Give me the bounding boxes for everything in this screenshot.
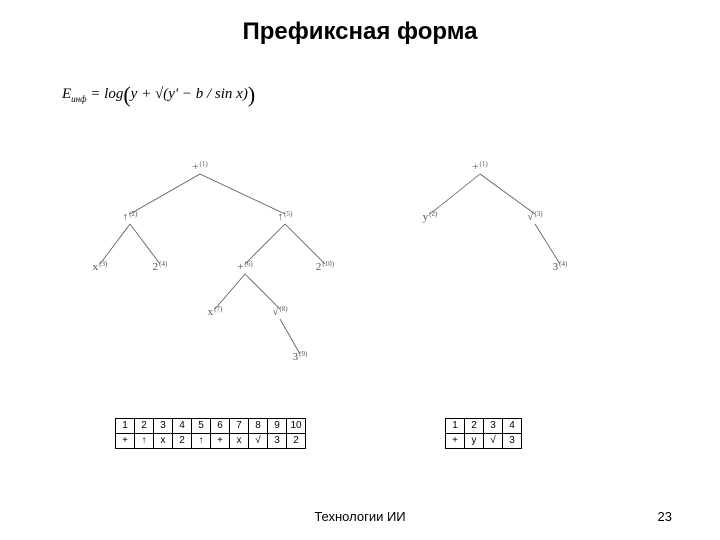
tree-node: +(1) [472, 160, 488, 173]
tree-edge [130, 174, 200, 214]
tree-svg: +(1) ↑(2) ↑(5) x(3) 2(4) +(6) 2(10) x(7) √(8) 3(9… [0, 150, 720, 400]
tree-edge [535, 224, 560, 264]
formula: Eинф = log(y + √(y' − b / sin x)) [62, 82, 255, 108]
table-header-cell: 5 [192, 419, 211, 434]
table-data-cell: + [116, 434, 135, 449]
table-data-cell: + [446, 434, 465, 449]
table-data-cell: 3 [268, 434, 287, 449]
table-header-cell: 7 [230, 419, 249, 434]
table-data-cell: 2 [287, 434, 306, 449]
tree-edge [200, 174, 285, 214]
tree-node: +(6) [237, 260, 253, 273]
table-data-cell: √ [249, 434, 268, 449]
page-number: 23 [658, 509, 672, 524]
formula-lhs: Eинф [62, 86, 87, 102]
formula-eq: = log [90, 86, 123, 102]
table-header-cell: 2 [135, 419, 154, 434]
tree-edge [285, 224, 325, 264]
tree-node: ↑(5) [278, 210, 293, 223]
formula-inner: y + √(y' − b / sin x) [131, 86, 248, 102]
table-header-cell: 3 [154, 419, 173, 434]
table-data-cell: 2 [173, 434, 192, 449]
table-header-cell: 10 [287, 419, 306, 434]
slide: Префиксная форма Eинф = log(y + √(y' − b… [0, 0, 720, 540]
table-data-cell: ↑ [135, 434, 154, 449]
slide-title: Префиксная форма [0, 18, 720, 46]
table-header-cell: 6 [211, 419, 230, 434]
table-data-cell: y [465, 434, 484, 449]
tree-edge [480, 174, 535, 214]
tree-edge [280, 319, 300, 354]
tree-node: 2(4) [153, 260, 168, 273]
tree-node: √(3) [527, 210, 543, 223]
table-data-cell: x [230, 434, 249, 449]
prefix-table-1: 12345678910+↑x2↑+x√32 [115, 418, 306, 449]
table-header-cell: 8 [249, 419, 268, 434]
tree-node: x(7) [208, 305, 223, 318]
tree-diagrams: +(1) ↑(2) ↑(5) x(3) 2(4) +(6) 2(10) x(7) √(8) 3(9… [0, 150, 720, 400]
tree-node: x(3) [93, 260, 108, 273]
table-data-cell: √ [484, 434, 503, 449]
tree-node: +(1) [192, 160, 208, 173]
tree-node: 2(10) [316, 260, 335, 273]
table-header-cell: 4 [173, 419, 192, 434]
table-header-cell: 3 [484, 419, 503, 434]
table-data-cell: ↑ [192, 434, 211, 449]
table-data-cell: + [211, 434, 230, 449]
tree-edge [245, 274, 280, 309]
table-header-cell: 1 [446, 419, 465, 434]
tree-edge [215, 274, 245, 309]
tree-node: 3(9) [293, 350, 308, 363]
tree-node: y(2) [423, 210, 438, 223]
table-data-cell: x [154, 434, 173, 449]
table-header-cell: 4 [503, 419, 522, 434]
prefix-table-2: 1234+y√3 [445, 418, 522, 449]
tree-node: √(8) [272, 305, 288, 318]
tree-node: 3(4) [553, 260, 568, 273]
table-header-cell: 9 [268, 419, 287, 434]
tree-edge [245, 224, 285, 264]
tree-edge [430, 174, 480, 214]
table-data-cell: 3 [503, 434, 522, 449]
tree-edge [100, 224, 130, 264]
tree-edge [130, 224, 160, 264]
tree-node: ↑(2) [123, 210, 138, 223]
table-header-cell: 2 [465, 419, 484, 434]
footer-text: Технологии ИИ [0, 509, 720, 524]
table-header-cell: 1 [116, 419, 135, 434]
